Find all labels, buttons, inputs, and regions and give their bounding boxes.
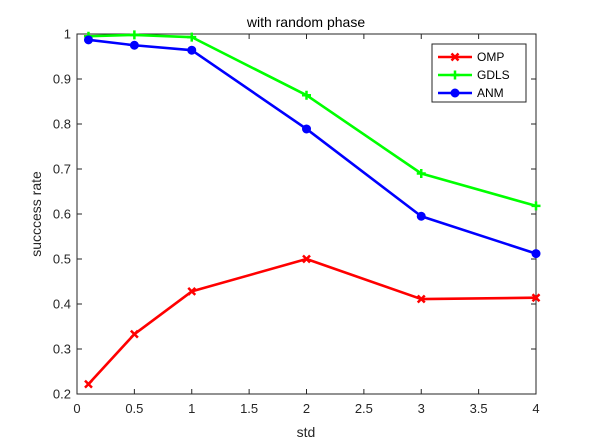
data-point-anm [302,124,311,134]
x-tick-label: 4 [532,401,539,416]
y-tick-label: 0.5 [53,252,71,267]
data-point-anm [129,40,139,50]
data-point-gdls [531,201,541,211]
data-point-gdls [416,169,426,178]
series-layer [83,30,541,389]
data-point-omp [187,287,197,296]
series-anm [83,35,541,259]
data-point-gdls [129,30,139,40]
data-point-omp [416,294,426,304]
legend-label-omp: OMP [477,50,504,64]
y-tick-label: 0.2 [53,387,71,402]
x-tick-label: 3 [418,401,425,416]
x-tick-label: 1.5 [240,401,258,416]
y-tick-label: 0.3 [53,342,71,357]
data-point-anm [187,45,197,55]
x-tick-label: 3.5 [470,401,488,416]
legend-label-anm: ANM [477,86,504,100]
data-point-omp [302,254,311,264]
chart-title: with random phase [246,14,366,30]
data-point-gdls [302,90,311,100]
y-tick-label: 0.4 [53,297,71,312]
y-tick-label: 0.7 [53,162,71,177]
series-line-gdls [88,33,537,208]
x-tick-label: 2.5 [355,401,373,416]
legend-marker-gdls [450,70,460,80]
legend: OMP GDLS ANM [431,43,527,103]
series-line-omp [87,257,537,385]
data-point-anm [83,35,93,45]
data-point-omp [129,329,139,339]
x-tick-label: 0 [73,401,80,416]
y-axis: 0.2 0.3 0.4 0.5 0.6 0.7 0.8 0.9 1 [53,27,536,402]
series-omp [84,254,541,389]
data-point-anm [416,211,426,221]
legend-marker-omp [450,52,460,62]
y-axis-label: succcess rate [28,171,44,257]
x-tick-label: 1 [188,401,195,416]
y-tick-label: 1 [64,27,71,42]
data-point-anm [531,249,541,259]
legend-marker-anm [450,88,460,98]
data-point-omp [84,379,93,389]
x-axis-label: std [297,424,316,440]
x-tick-label: 0.5 [125,401,143,416]
x-axis: 0 0.5 1 1.5 2 2.5 3 3.5 4 [73,34,540,416]
series-line-anm [88,38,537,255]
data-point-omp [531,293,541,303]
legend-label-gdls: GDLS [477,68,510,82]
data-point-gdls [187,32,197,42]
y-tick-label: 0.8 [53,117,71,132]
x-tick-label: 2 [303,401,310,416]
y-tick-label: 0.6 [53,207,71,222]
y-tick-label: 0.9 [53,72,71,87]
